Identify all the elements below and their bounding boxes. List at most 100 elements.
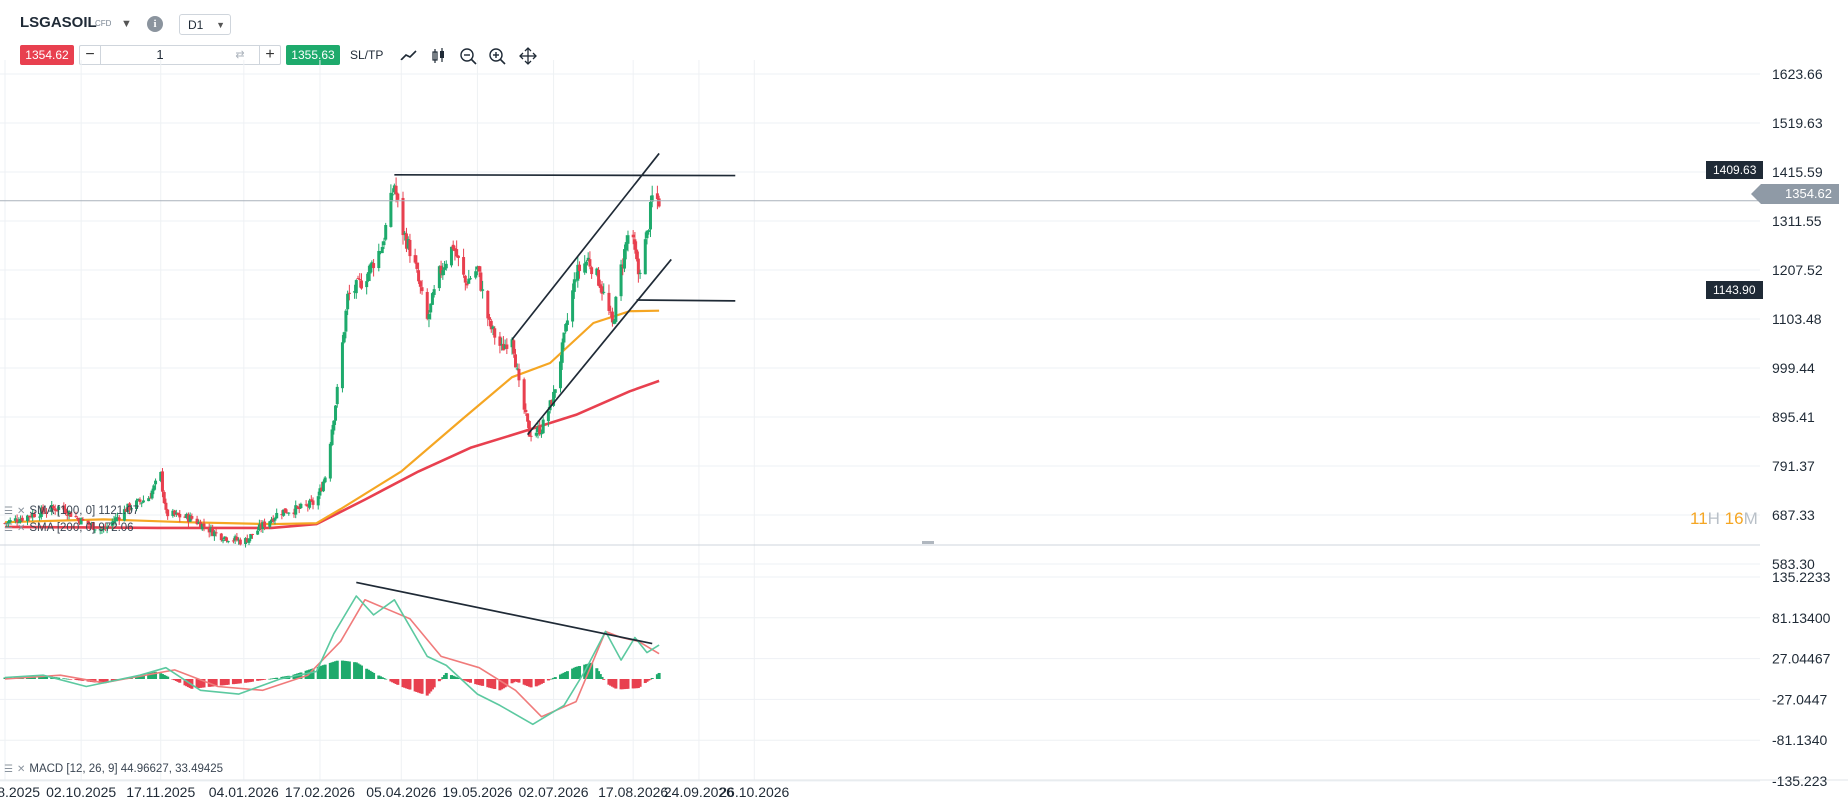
macd-histogram-bar bbox=[247, 679, 251, 683]
macd-histogram-bar bbox=[578, 666, 582, 680]
bearish-candle bbox=[245, 538, 249, 543]
macd-histogram-bar bbox=[147, 673, 151, 680]
macd-histogram-bar bbox=[565, 671, 569, 680]
bullish-candle bbox=[221, 540, 225, 542]
move-icon[interactable] bbox=[517, 46, 539, 66]
sma200-legend[interactable]: ☰ ✕ SMA [200, 0] 972.06 bbox=[4, 522, 134, 534]
bullish-candle bbox=[576, 264, 580, 281]
macd-histogram-bar bbox=[318, 666, 322, 680]
zoom-in-icon[interactable] bbox=[486, 46, 508, 66]
macd-histogram-bar bbox=[233, 679, 237, 684]
decrease-quantity-button[interactable]: − bbox=[80, 46, 101, 64]
bullish-candle bbox=[346, 293, 350, 310]
swap-icon[interactable]: ⇄ bbox=[235, 49, 245, 61]
buy-button[interactable]: 1355.63 bbox=[286, 45, 340, 65]
bearish-candle bbox=[462, 257, 466, 275]
bullish-candle bbox=[17, 522, 21, 524]
macd-histogram-bar bbox=[469, 679, 473, 683]
bullish-candle bbox=[602, 291, 606, 293]
bearish-candle bbox=[295, 506, 299, 508]
bullish-candle bbox=[586, 257, 590, 261]
info-icon[interactable]: i bbox=[147, 16, 163, 32]
sell-button[interactable]: 1354.62 bbox=[20, 45, 74, 65]
bearish-candle bbox=[202, 523, 206, 527]
macd-histogram-bar bbox=[598, 674, 602, 680]
macd-tick-label: 135.2233 bbox=[1772, 569, 1831, 585]
bearish-candle bbox=[15, 519, 19, 523]
macd-histogram-bar bbox=[174, 679, 178, 681]
bearish-candle bbox=[501, 343, 505, 351]
macd-histogram-bar bbox=[638, 679, 642, 687]
macd-histogram-bar bbox=[195, 679, 199, 689]
macd-histogram-bar bbox=[219, 679, 223, 686]
quantity-stepper[interactable]: − 1 ⇄ + bbox=[79, 45, 281, 65]
macd-histogram-bar bbox=[100, 679, 104, 684]
bullish-candle bbox=[648, 201, 652, 230]
bearish-candle bbox=[45, 512, 49, 514]
macd-histogram-bar bbox=[590, 662, 594, 680]
sltp-button[interactable]: SL/TP bbox=[350, 48, 384, 62]
quantity-input[interactable]: 1 bbox=[156, 47, 164, 62]
symbol-name[interactable]: LSGASOIL bbox=[20, 14, 97, 31]
timeframe-select[interactable]: D1 ▼ bbox=[179, 14, 231, 35]
macd-histogram-bar bbox=[176, 679, 180, 682]
bullish-candle bbox=[115, 517, 119, 519]
bearish-candle bbox=[609, 311, 613, 313]
macd-histogram-bar bbox=[275, 677, 279, 680]
bearish-candle bbox=[178, 513, 182, 518]
bullish-candle bbox=[318, 488, 322, 496]
bearish-candle bbox=[166, 509, 170, 517]
price-tick-label: 1311.55 bbox=[1772, 213, 1822, 229]
zoom-out-icon[interactable] bbox=[457, 46, 479, 66]
bullish-candle bbox=[256, 530, 260, 535]
bullish-candle bbox=[152, 485, 156, 491]
macd-histogram-bar bbox=[261, 679, 265, 680]
bearish-candle bbox=[183, 516, 187, 518]
sma-100-line bbox=[4, 309, 660, 526]
macd-histogram-bar bbox=[372, 672, 376, 680]
bullish-candle bbox=[612, 320, 616, 324]
bullish-candle bbox=[268, 521, 272, 527]
bearish-candle bbox=[311, 500, 315, 505]
macd-histogram-bar bbox=[256, 679, 260, 681]
sma100-legend[interactable]: ☰ ✕ SMA [100, 0] 1121.07 bbox=[4, 505, 139, 517]
symbol-dropdown-chevron-icon[interactable]: ▼ bbox=[121, 18, 132, 30]
macd-histogram-bar bbox=[427, 679, 431, 694]
date-tick-label: 17.08.2026 bbox=[598, 784, 668, 800]
macd-legend[interactable]: ☰ ✕ MACD [12, 26, 9] 44.96627, 33.49425 bbox=[4, 763, 223, 775]
bullish-candle bbox=[437, 266, 441, 289]
bearish-candle bbox=[235, 536, 239, 541]
macd-histogram-bar bbox=[610, 679, 614, 687]
line-chart-icon[interactable] bbox=[398, 46, 420, 66]
macd-histogram-bar bbox=[356, 663, 360, 680]
bullish-candle bbox=[141, 500, 145, 503]
bullish-candle bbox=[299, 503, 303, 509]
candlestick-icon[interactable] bbox=[428, 46, 450, 66]
macd-histogram-bar bbox=[474, 679, 478, 685]
bullish-candle bbox=[624, 242, 628, 251]
bullish-candle bbox=[197, 522, 201, 524]
price-tick-label: 791.37 bbox=[1772, 458, 1815, 474]
bearish-candle bbox=[590, 267, 594, 275]
macd-histogram-bar bbox=[74, 679, 78, 680]
bullish-candle bbox=[57, 506, 61, 510]
macd-histogram-bar bbox=[406, 679, 410, 689]
close-icon: ✕ bbox=[16, 523, 26, 534]
bullish-candle bbox=[282, 509, 286, 516]
bullish-candle bbox=[188, 515, 192, 522]
bearish-candle bbox=[522, 379, 526, 410]
increase-quantity-button[interactable]: + bbox=[259, 46, 280, 64]
macd-histogram-bar bbox=[635, 679, 639, 689]
bearish-candle bbox=[306, 505, 310, 507]
macd-histogram-bar bbox=[380, 677, 384, 680]
bearish-candle bbox=[425, 291, 429, 319]
macd-histogram-bar bbox=[631, 679, 635, 689]
macd-histogram-bar bbox=[162, 674, 166, 680]
bullish-candle bbox=[384, 225, 388, 240]
bullish-candle bbox=[503, 344, 507, 349]
bearish-candle bbox=[408, 239, 412, 257]
macd-histogram-bar bbox=[417, 679, 421, 693]
bearish-candle bbox=[463, 275, 467, 283]
bullish-candle bbox=[500, 343, 504, 345]
